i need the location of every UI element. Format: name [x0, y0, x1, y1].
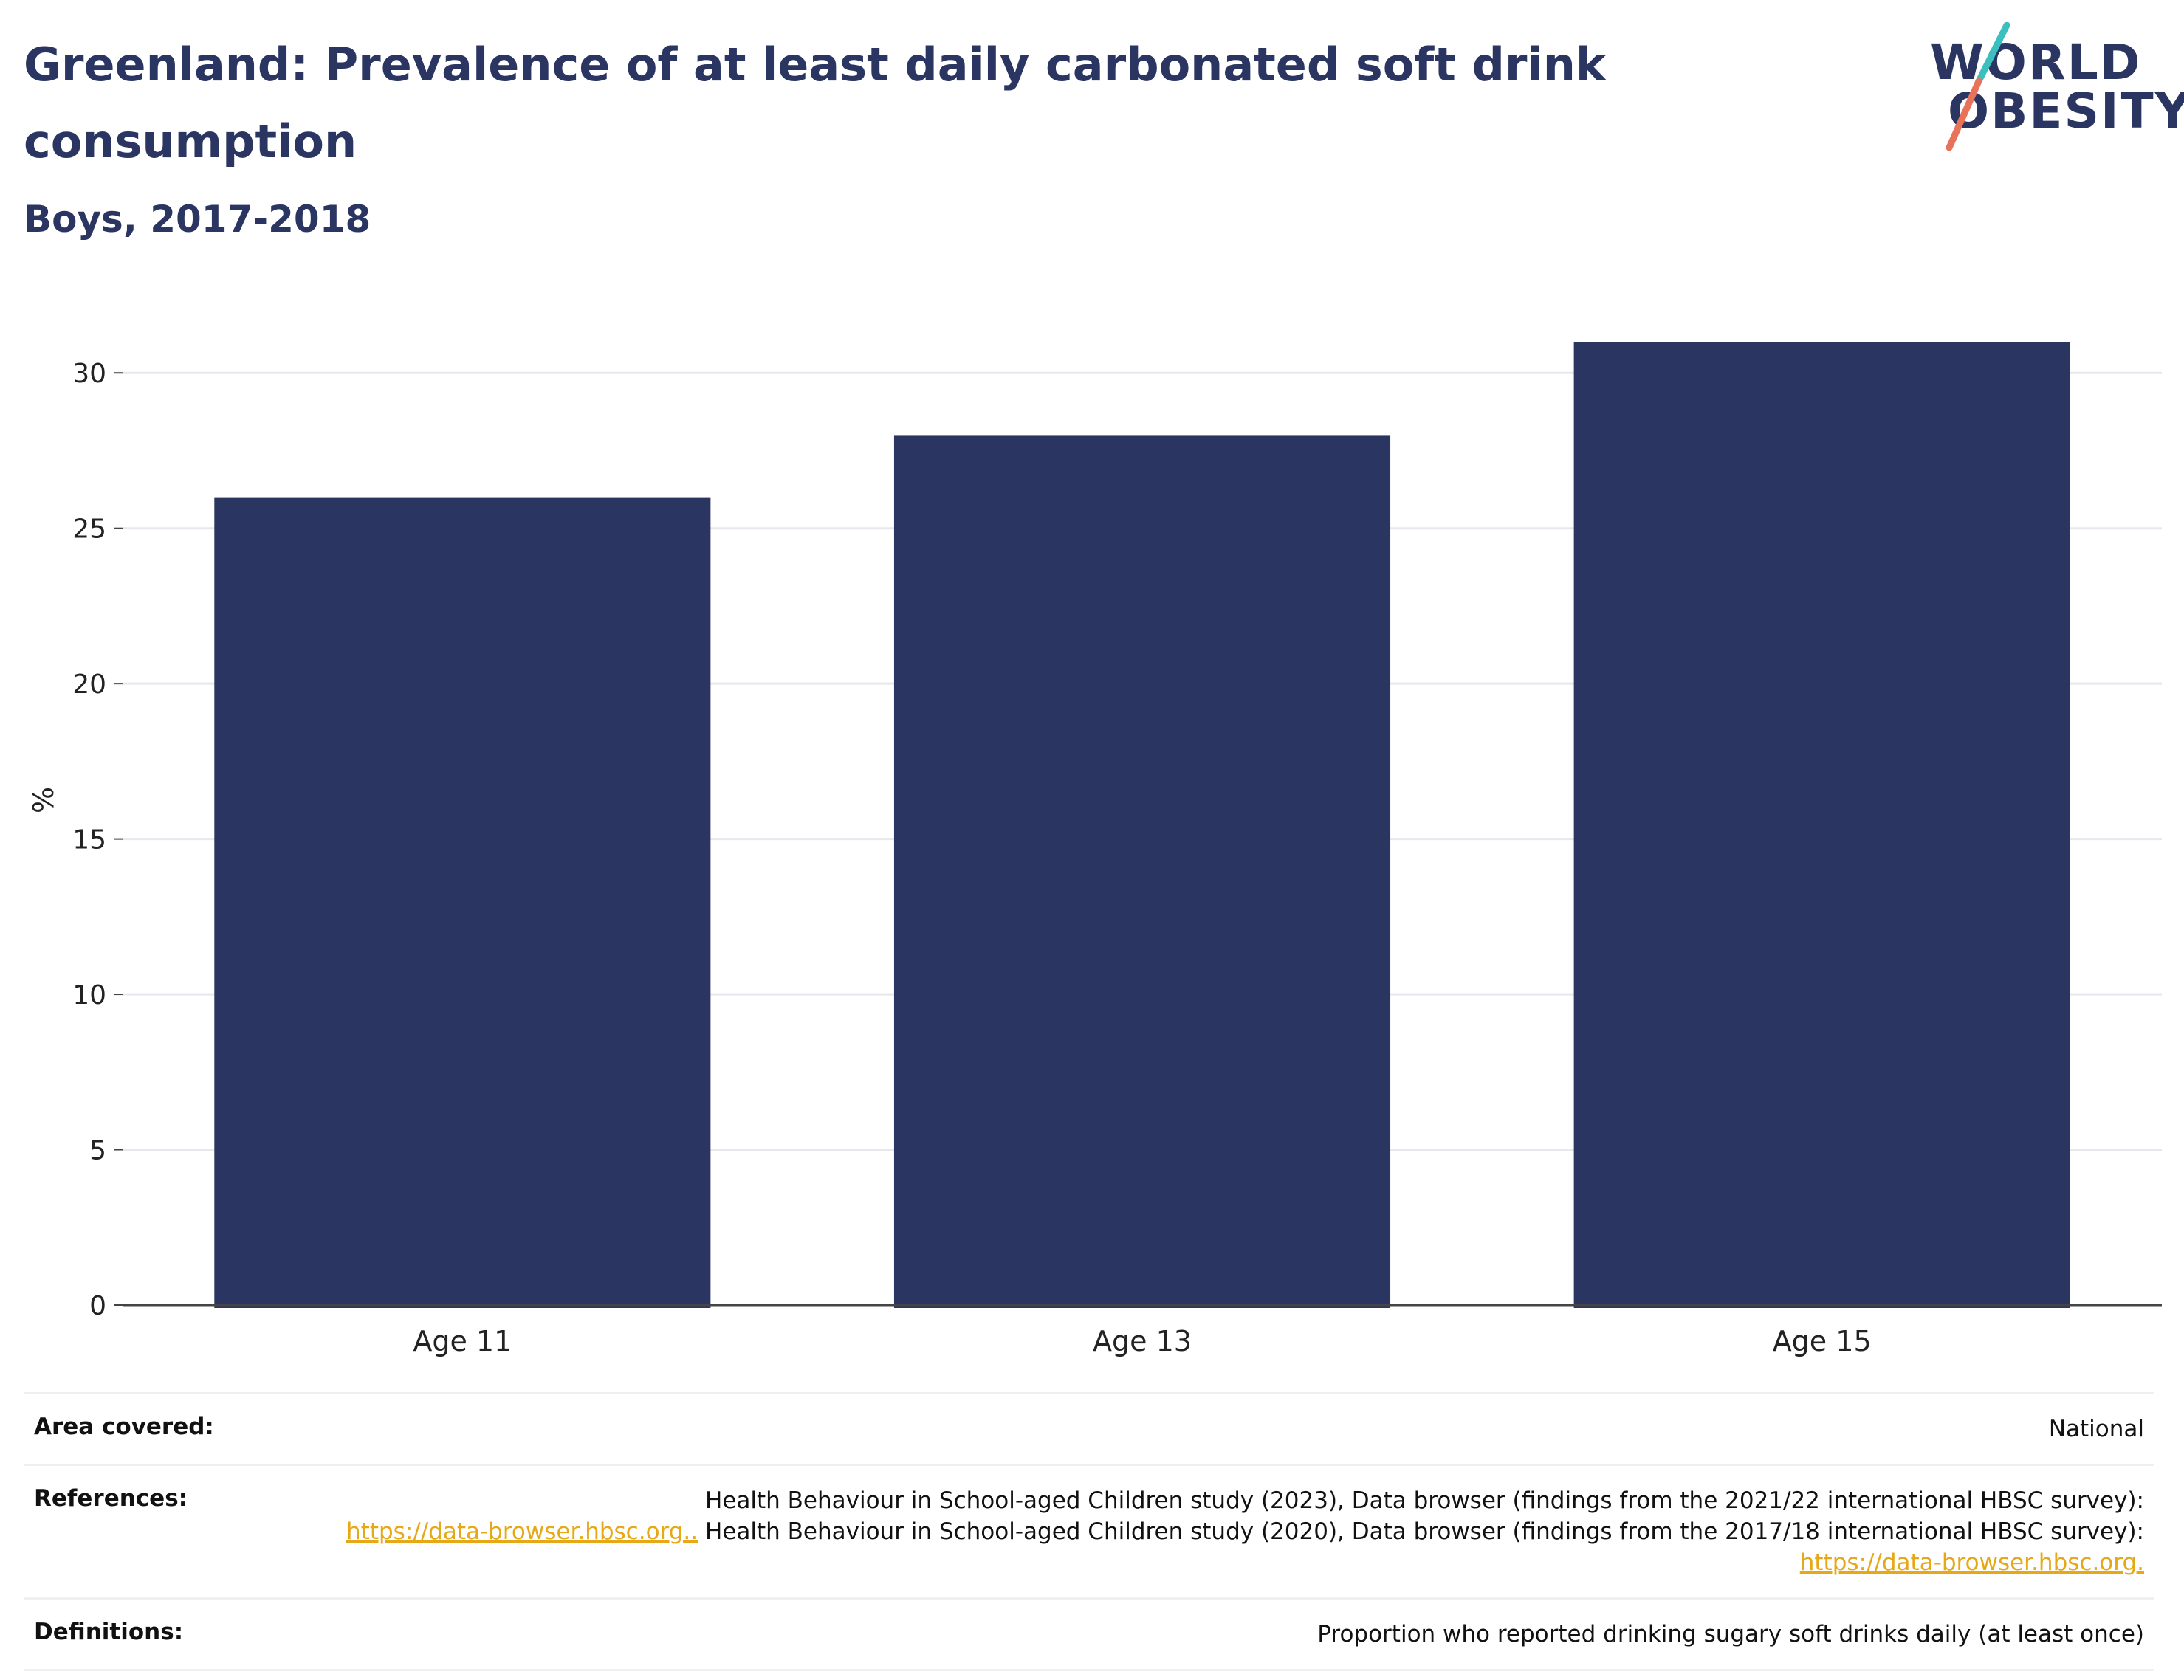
y-tick-label: 15 — [72, 825, 106, 856]
logo-slash-icon — [1946, 22, 2010, 151]
logo-line-1: WORLD — [1930, 34, 2142, 91]
bar-age-15 — [1573, 342, 2070, 1309]
area-value: National — [2048, 1416, 2144, 1442]
axes: 0 5 10 15 20 25 30 Age 11 Age 13 Age 15 — [72, 359, 2162, 1357]
reference-link-2[interactable]: https://data-browser.hbsc.org. — [1799, 1549, 2144, 1576]
y-tick-label: 30 — [72, 359, 106, 389]
bar-chart: 0 5 10 15 20 25 30 Age 11 Age 13 Age 15 % — [27, 342, 2162, 1357]
y-tick-label: 10 — [72, 980, 106, 1011]
y-tick-label: 25 — [72, 514, 106, 545]
reference-link-1[interactable]: https://data-browser.hbsc.org.. — [346, 1518, 698, 1545]
y-axis-label: % — [27, 787, 60, 813]
area-label: Area covered: — [34, 1414, 214, 1440]
references-label: References: — [34, 1485, 188, 1512]
info-table: Area covered: National References: Healt… — [24, 1392, 2154, 1671]
y-tick-label: 0 — [89, 1291, 106, 1321]
info-row-definitions: Definitions: Proportion who reported dri… — [24, 1598, 2154, 1670]
definitions-value: Proportion who reported drinking sugary … — [1317, 1621, 2144, 1648]
x-tick-label: Age 15 — [1773, 1325, 1872, 1357]
references-text-2: Health Behaviour in School-aged Children… — [705, 1518, 2144, 1545]
bars — [214, 342, 2070, 1309]
y-tick-label: 20 — [72, 669, 106, 700]
references-value: Health Behaviour in School-aged Children… — [266, 1465, 2154, 1599]
logo-line-2: OBESITY — [1948, 83, 2184, 140]
chart-subtitle: Boys, 2017-2018 — [24, 198, 371, 241]
bar-age-11 — [214, 497, 711, 1308]
chart-title: Greenland: Prevalence of at least daily … — [24, 38, 1607, 168]
x-tick-label: Age 13 — [1093, 1325, 1192, 1357]
world-obesity-logo: WORLD OBESITY — [1920, 22, 2184, 155]
references-text-1: Health Behaviour in School-aged Children… — [705, 1487, 2144, 1514]
bar-age-13 — [893, 435, 1391, 1308]
x-tick-label: Age 11 — [413, 1325, 512, 1357]
info-row-references: References: Health Behaviour in School-a… — [24, 1464, 2154, 1599]
info-row-area: Area covered: National — [24, 1393, 2154, 1465]
definitions-label: Definitions: — [34, 1619, 184, 1645]
y-tick-label: 5 — [89, 1136, 106, 1166]
